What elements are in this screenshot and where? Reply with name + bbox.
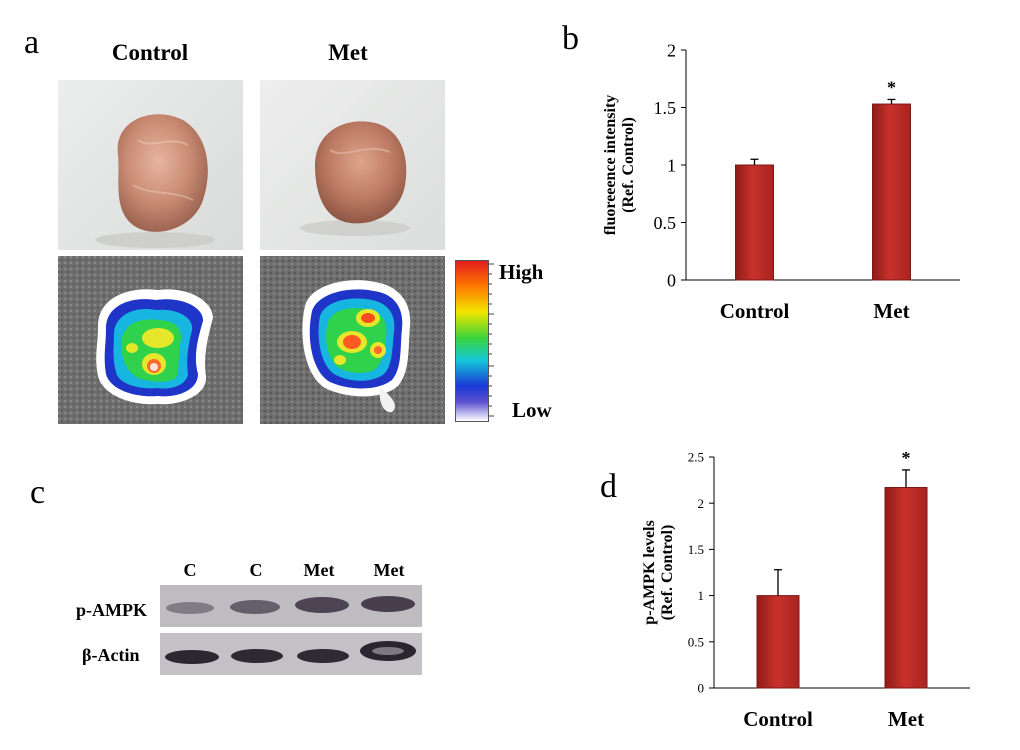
y-tick-label: 2.5 (688, 450, 704, 465)
panel-b-letter: b (562, 20, 579, 57)
y-tick-label: 1 (698, 588, 705, 603)
lane-label-3: Met (303, 560, 335, 580)
panel-c-letter: c (30, 474, 46, 511)
y-tick-label: 1.5 (688, 542, 704, 557)
panel-d-letter: d (600, 468, 617, 505)
panel-a-letter: a (24, 24, 40, 61)
y-tick-label: 2 (698, 496, 705, 511)
y-tick-label: 0 (667, 270, 676, 290)
color-scale-low-label: Low (512, 398, 552, 422)
significance-asterisk: * (902, 448, 911, 468)
y-tick-label: 1.5 (654, 98, 677, 118)
met-column-title: Met (328, 40, 368, 65)
y-axis-label-line: p-AMPK levels (641, 520, 658, 624)
significance-asterisk: * (887, 77, 896, 97)
y-tick-label: 0.5 (654, 213, 677, 233)
category-label: Met (873, 299, 909, 323)
bar-control (735, 164, 774, 281)
fluorescence-bar-chart: 0 0.5 1 1.5 2 fluoreeence intensity (Ref. Cont… (602, 40, 960, 323)
p-ampk-blot (160, 585, 422, 627)
bar-control (756, 595, 800, 689)
color-scale-high-label: High (499, 260, 544, 284)
y-tick-label: 1 (667, 155, 676, 175)
category-label: Control (720, 299, 790, 323)
category-label: Met (888, 707, 924, 731)
y-tick-label: 2 (667, 40, 676, 60)
color-scale-ticks (489, 262, 494, 418)
control-fluorescence-image (58, 256, 243, 424)
beta-actin-row-label: β-Actin (82, 645, 140, 665)
lane-label-4: Met (373, 560, 405, 580)
category-label: Control (743, 707, 813, 731)
y-axis-label-line: (Ref. Control) (659, 525, 676, 621)
y-tick-label: 0 (698, 681, 705, 696)
beta-actin-blot (160, 633, 422, 675)
y-axis-label-line: (Ref. Control) (620, 117, 637, 213)
bar-met (884, 486, 928, 689)
lane-label-1: C (183, 560, 197, 580)
control-column-title: Control (111, 40, 189, 65)
bar-met (872, 103, 911, 281)
control-tumor-photo (58, 80, 243, 250)
y-tick-label: 0.5 (688, 634, 704, 649)
fluorescence-color-scale (455, 260, 489, 422)
p-ampk-row-label: p-AMPK (76, 600, 147, 620)
met-fluorescence-image (260, 256, 445, 424)
met-tumor-photo (260, 80, 445, 250)
lane-label-2: C (249, 560, 263, 580)
p-ampk-bar-chart: 0 0.5 1 1.5 2 2.5 p-AMPK levels (Ref. Control) C… (641, 448, 970, 731)
y-axis-label-line: fluoreeence intensity (602, 95, 619, 236)
